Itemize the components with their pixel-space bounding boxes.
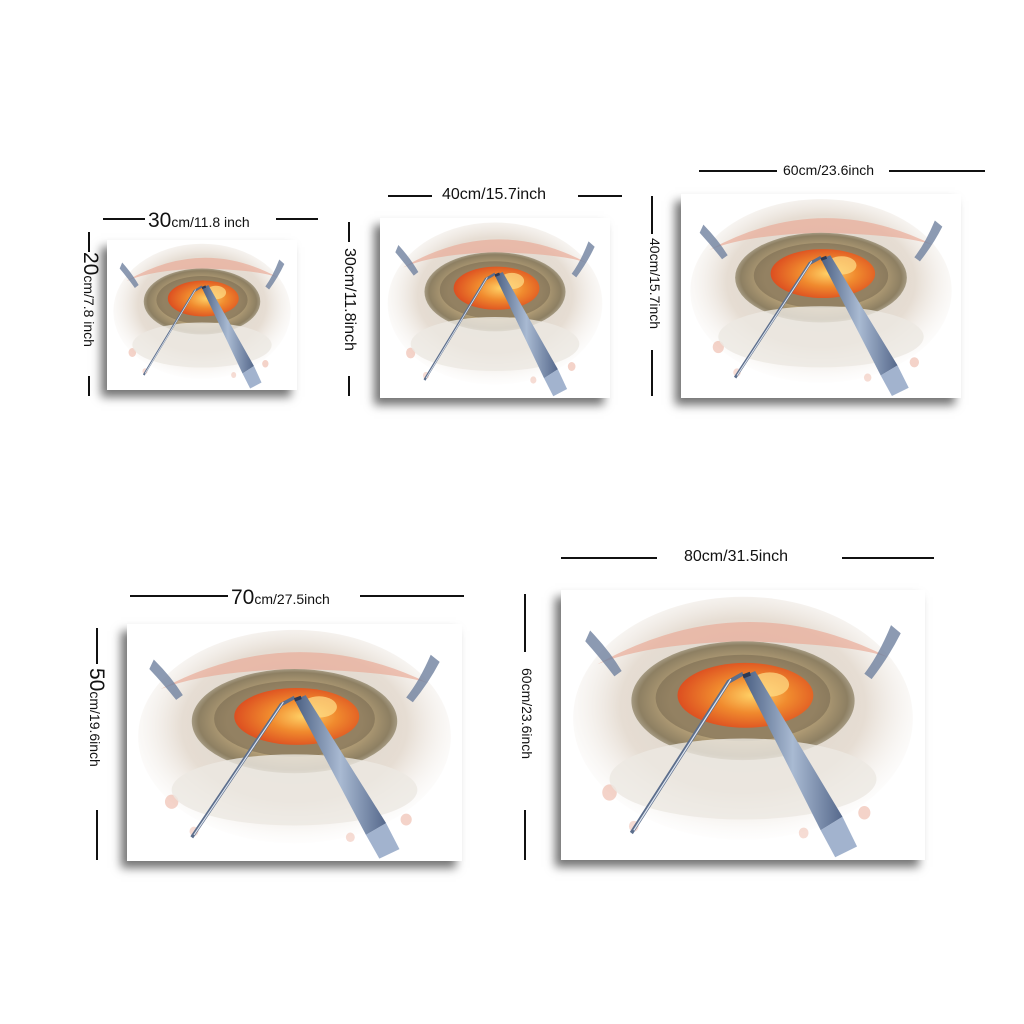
- eye-surgery-artwork: [380, 218, 610, 398]
- width-line-right: [360, 595, 464, 597]
- height-line-top: [88, 232, 90, 252]
- height-line-bottom: [88, 376, 90, 396]
- height-line-bottom: [348, 376, 350, 396]
- height-label-50: 50cm/19.6inch: [85, 668, 108, 767]
- eye-surgery-artwork: [107, 240, 297, 390]
- height-line-bottom: [651, 350, 653, 396]
- width-line-left: [561, 557, 657, 559]
- height-line-top: [96, 628, 98, 664]
- height-line-top: [348, 222, 350, 242]
- height-line-top: [651, 196, 653, 234]
- canvas-print-60x40[interactable]: [681, 194, 961, 398]
- height-line-top: [524, 594, 526, 652]
- canvas-print-40x30[interactable]: [380, 218, 610, 398]
- canvas-print-70x50[interactable]: [127, 624, 462, 861]
- height-label-60: 60cm/23.6inch: [519, 668, 535, 760]
- canvas-print-30x20[interactable]: [107, 240, 297, 390]
- eye-surgery-artwork: [127, 624, 462, 861]
- width-label-70: 70cm/27.5inch: [231, 586, 330, 609]
- width-label-40: 40cm/15.7inch: [442, 186, 547, 203]
- canvas-print-80x60[interactable]: [561, 590, 925, 860]
- width-line-right: [578, 195, 622, 197]
- height-line-bottom: [96, 810, 98, 860]
- width-label-80: 80cm/31.5inch: [684, 548, 789, 565]
- width-line-left: [388, 195, 432, 197]
- width-line-right: [889, 170, 985, 172]
- width-line-right: [842, 557, 934, 559]
- height-label-30: 30cm/11.8inch: [341, 248, 358, 351]
- width-line-left: [103, 218, 145, 220]
- width-label-30: 30cm/11.8 inch: [148, 209, 250, 232]
- width-line-left: [699, 170, 777, 172]
- height-label-40: 40cm/15.7inch: [647, 238, 663, 330]
- width-line-left: [130, 595, 228, 597]
- width-line-right: [276, 218, 318, 220]
- height-line-bottom: [524, 810, 526, 860]
- eye-surgery-artwork: [561, 590, 925, 860]
- eye-surgery-artwork: [681, 194, 961, 398]
- height-label-20: 20cm/7.8 inch: [79, 252, 102, 347]
- width-label-60: 60cm/23.6inch: [783, 162, 875, 178]
